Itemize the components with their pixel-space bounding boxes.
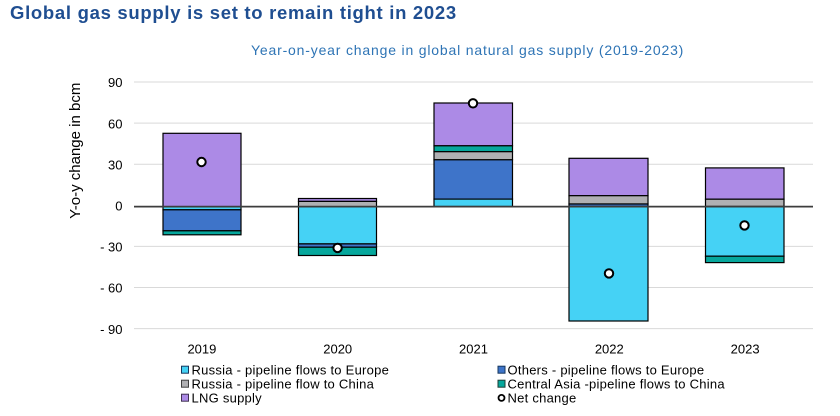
svg-text:2023: 2023 [731, 342, 760, 357]
svg-text:- 30: - 30 [100, 240, 122, 255]
svg-text:Russia - pipeline flow to Chin: Russia - pipeline flow to China [192, 377, 375, 392]
svg-text:Central Asia -pipeline flows t: Central Asia -pipeline flows to China [508, 377, 726, 392]
svg-text:Others - pipeline flows to Eur: Others - pipeline flows to Europe [508, 363, 705, 378]
svg-text:Russia - pipeline flows to Eur: Russia - pipeline flows to Europe [192, 363, 390, 378]
svg-text:LNG supply: LNG supply [192, 391, 263, 406]
svg-text:2019: 2019 [187, 342, 216, 357]
svg-text:30: 30 [108, 157, 122, 172]
svg-text:60: 60 [108, 116, 122, 131]
svg-text:2022: 2022 [595, 342, 624, 357]
svg-text:Global gas supply is set to re: Global gas supply is set to remain tight… [10, 2, 457, 23]
svg-text:Y-o-y change in bcm: Y-o-y change in bcm [67, 83, 84, 219]
svg-text:90: 90 [108, 75, 122, 90]
svg-text:- 60: - 60 [100, 281, 122, 296]
svg-text:0: 0 [115, 199, 122, 214]
svg-text:- 90: - 90 [100, 322, 122, 337]
svg-text:2021: 2021 [459, 342, 488, 357]
svg-text:Year-on-year change in global: Year-on-year change in global natural ga… [251, 42, 684, 58]
svg-text:2020: 2020 [323, 342, 352, 357]
svg-text:Net change: Net change [508, 391, 577, 406]
